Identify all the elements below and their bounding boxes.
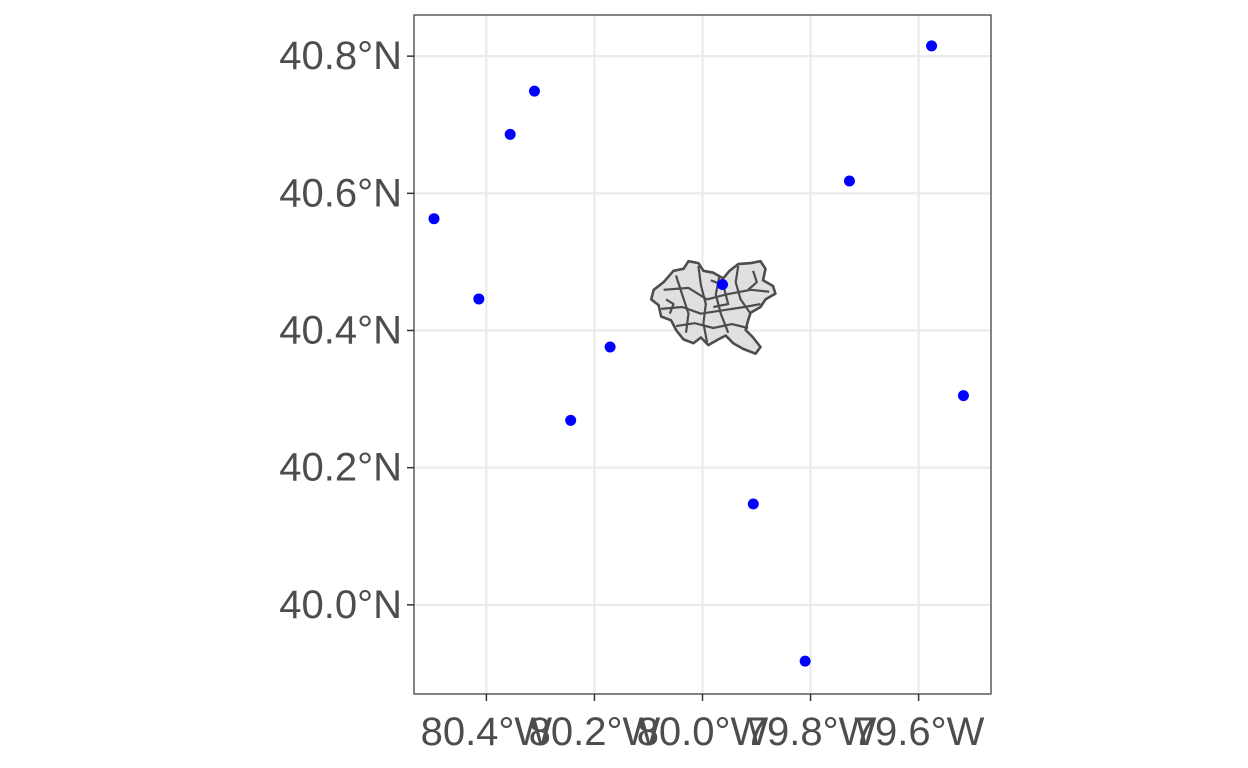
x-tick-label: 80.0°W — [637, 710, 769, 754]
x-tick-label: 80.4°W — [421, 710, 553, 754]
y-axis: 40.0°N 40.2°N 40.4°N 40.6°N 40.8°N — [279, 34, 414, 627]
municipal-boundary-line — [665, 298, 675, 315]
municipal-boundary-line — [747, 270, 758, 291]
x-tick-label: 80.2°W — [529, 710, 661, 754]
municipal-boundary-line — [675, 322, 749, 330]
data-point — [565, 414, 577, 426]
data-point — [473, 293, 485, 305]
data-point — [716, 279, 728, 291]
municipal-boundary-line — [697, 265, 709, 343]
data-point — [504, 128, 516, 140]
municipal-boundary-line — [674, 275, 690, 333]
data-point — [799, 655, 811, 667]
data-point — [604, 341, 616, 353]
y-tick-label: 40.8°N — [279, 34, 402, 78]
municipal-boundary-line — [661, 303, 761, 315]
data-point — [843, 175, 855, 187]
data-point — [528, 85, 540, 97]
data-point — [957, 390, 969, 402]
points-layer — [428, 40, 969, 667]
data-point — [926, 40, 938, 52]
y-tick-label: 40.2°N — [279, 446, 402, 490]
y-tick-label: 40.0°N — [279, 583, 402, 627]
x-tick-label: 79.8°W — [745, 710, 877, 754]
x-axis: 80.4°W80.2°W80.0°W79.8°W79.6°W — [421, 694, 985, 754]
data-point — [747, 498, 759, 510]
data-point — [428, 213, 440, 225]
municipal-boundary-line — [710, 279, 730, 309]
y-tick-label: 40.6°N — [279, 171, 402, 215]
y-tick-label: 40.4°N — [279, 308, 402, 352]
x-tick-label: 79.6°W — [853, 710, 985, 754]
